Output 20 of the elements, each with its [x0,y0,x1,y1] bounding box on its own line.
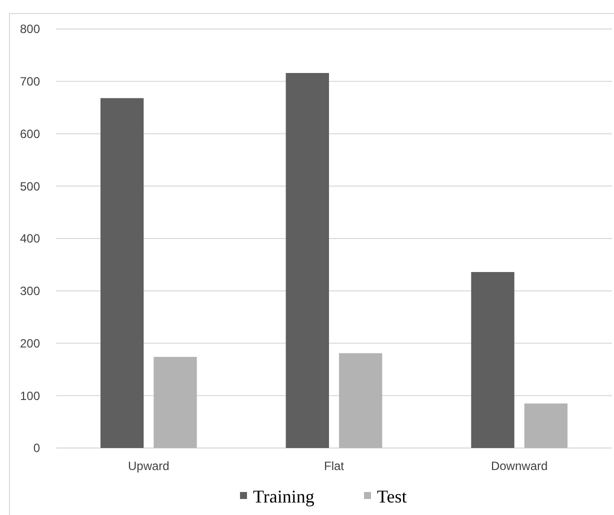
y-tick-label: 300 [20,284,40,298]
y-tick-label: 500 [20,179,40,194]
legend-label: Training [253,486,314,506]
bar [154,356,197,448]
y-tick-label: 200 [20,336,40,350]
bar [286,72,329,448]
bar [100,98,144,448]
y-tick-label: 0 [33,441,40,456]
y-tick-label: 600 [20,126,40,141]
y-tick-label: 800 [20,22,40,36]
legend-label: Test [377,486,407,506]
x-tick-label: Upward [128,459,170,474]
x-tick-label: Flat [324,459,345,474]
x-tick-label: Downward [490,459,548,474]
bar [339,353,382,448]
bar [471,272,514,448]
y-tick-label: 100 [20,388,40,403]
y-tick-label: 400 [20,232,40,246]
bar [524,403,568,448]
y-tick-label: 700 [20,74,40,89]
